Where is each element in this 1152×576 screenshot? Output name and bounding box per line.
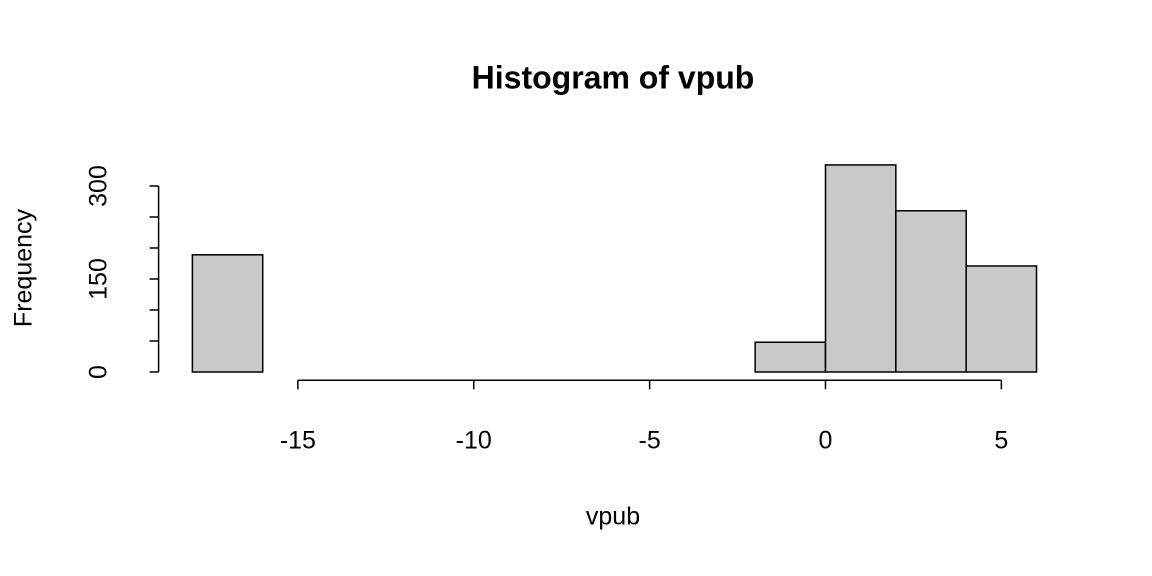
x-axis-label: vpub [586,503,640,531]
bar [824,164,897,373]
x-tick-label: 5 [994,427,1008,455]
bar [754,341,827,373]
chart-title: Histogram of vpub [472,59,755,95]
y-tick-label: 300 [85,165,113,207]
x-tick-label: -10 [456,427,492,455]
x-tick-label: -5 [639,427,661,455]
bar [895,210,967,373]
y-axis-label: Frequency [10,208,38,327]
x-tick-label: -15 [280,427,316,455]
y-tick-label: 0 [85,365,113,379]
y-tick-label: 150 [85,258,113,300]
bar [191,254,264,373]
x-tick-label: 0 [819,427,833,455]
bar [965,265,1038,373]
